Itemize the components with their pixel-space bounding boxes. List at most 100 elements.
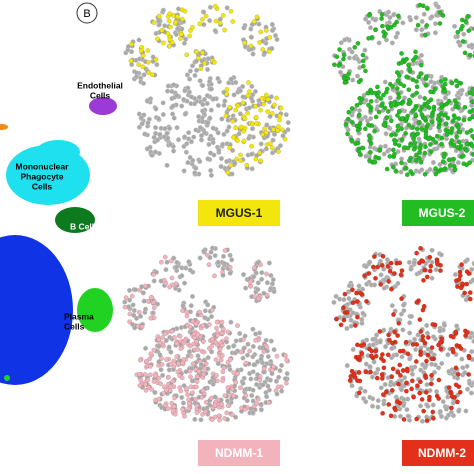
cell-dot: [127, 297, 133, 303]
cell-dot: [130, 302, 136, 308]
cell-dot: [459, 356, 465, 362]
cell-dot: [363, 361, 369, 367]
cell-dot-highlight: [140, 64, 146, 70]
cell-dot-highlight: [222, 393, 228, 398]
cell-dot: [164, 131, 170, 137]
cell-dot-highlight: [358, 343, 364, 348]
cell-dot-highlight: [349, 368, 355, 374]
cell-dot-highlight: [388, 132, 394, 138]
cell-dot-highlight: [127, 311, 133, 317]
cell-dot-highlight: [380, 253, 386, 259]
cell-dot-highlight: [440, 13, 446, 18]
cell-dot-highlight: [469, 99, 474, 104]
cell-dot-highlight: [221, 326, 226, 332]
cell-dot-highlight: [385, 109, 391, 114]
cell-dot: [282, 376, 288, 382]
cell-dot: [167, 334, 173, 340]
cell-dot: [463, 408, 469, 414]
cell-dot: [233, 414, 239, 420]
cell-dot-highlight: [159, 362, 165, 367]
cell-dot-highlight: [381, 29, 387, 35]
cell-dot-highlight: [143, 372, 148, 377]
cell-dot-highlight: [213, 18, 219, 24]
cell-dot-highlight: [210, 336, 215, 342]
cell-dot: [194, 67, 200, 73]
cell-dot-highlight: [135, 323, 141, 329]
cell-dot-highlight: [342, 291, 348, 297]
cell-dot: [221, 102, 227, 108]
cell-dot-highlight: [261, 366, 267, 372]
cell-dot-highlight: [257, 150, 262, 156]
cell-dot-highlight: [275, 384, 281, 390]
cell-dot-highlight: [354, 290, 359, 296]
cell-dot: [185, 160, 191, 166]
cell-dot-highlight: [417, 145, 423, 151]
cell-dot-highlight: [223, 113, 229, 119]
cell-dot-highlight: [440, 84, 446, 90]
cell-dot: [198, 137, 205, 143]
cell-dot-highlight: [227, 357, 233, 362]
cell-dot-highlight: [200, 323, 206, 329]
cell-dot-highlight: [448, 405, 454, 411]
cell-dot-highlight: [151, 300, 156, 306]
cell-dot-highlight: [165, 406, 171, 412]
cluster-blob: [0, 124, 8, 130]
cell-dot-highlight: [195, 331, 201, 337]
cell-dot-highlight: [461, 117, 467, 123]
cell-dot: [191, 101, 197, 107]
cell-dot-highlight: [283, 353, 289, 359]
cell-dot-highlight: [161, 40, 166, 46]
cell-dot-highlight: [168, 361, 174, 367]
cell-dot-highlight: [422, 150, 428, 156]
cell-dot: [143, 345, 149, 351]
cell-dot-highlight: [144, 358, 149, 364]
cell-dot-highlight: [406, 122, 412, 128]
cell-dot-highlight: [164, 357, 169, 363]
cell-dot-highlight: [458, 285, 464, 291]
cell-dot-highlight: [360, 58, 366, 64]
cell-dot: [164, 88, 171, 94]
cell-dot: [253, 331, 259, 337]
cell-dot: [342, 37, 348, 43]
cell-dot: [406, 259, 412, 265]
cell-dot-highlight: [224, 91, 229, 97]
cell-dot-highlight: [428, 97, 434, 103]
cell-dot: [372, 17, 378, 23]
cell-dot-highlight: [418, 329, 424, 334]
cell-dot-highlight: [421, 303, 427, 309]
cell-dot-highlight: [140, 53, 146, 59]
cell-dot-highlight: [225, 170, 231, 175]
cell-dot: [232, 350, 238, 356]
cell-dot: [207, 115, 213, 121]
cell-dot: [249, 151, 255, 157]
cell-dot-highlight: [275, 124, 281, 129]
cell-dot: [247, 370, 253, 377]
cell-dot-highlight: [396, 320, 402, 326]
cell-dot: [409, 367, 415, 373]
cell-dot: [367, 364, 373, 370]
cell-dot-highlight: [332, 62, 337, 68]
cell-dot-highlight: [178, 31, 184, 37]
cell-dot-highlight: [231, 134, 236, 140]
cell-dot: [164, 259, 170, 265]
cell-dot: [231, 343, 237, 349]
cell-dot: [249, 166, 255, 172]
cell-dot-highlight: [375, 84, 380, 90]
cell-dot-highlight: [142, 283, 148, 289]
cell-dot: [237, 88, 243, 94]
cell-dot-highlight: [396, 143, 402, 148]
cell-dot-highlight: [250, 121, 255, 127]
cell-dot-highlight: [398, 373, 403, 378]
cell-dot-highlight: [198, 66, 204, 72]
cell-dot: [204, 93, 210, 99]
cluster-label: B Cells: [70, 221, 99, 231]
cell-dot-highlight: [406, 87, 412, 93]
cell-dot: [369, 374, 375, 380]
cell-dot: [181, 168, 187, 174]
cell-dot-highlight: [450, 118, 456, 124]
cell-dot-highlight: [188, 384, 194, 390]
cell-dot-highlight: [394, 399, 400, 404]
cell-dot-highlight: [190, 24, 195, 30]
cell-dot-highlight: [465, 13, 471, 19]
cell-dot-highlight: [362, 273, 367, 279]
